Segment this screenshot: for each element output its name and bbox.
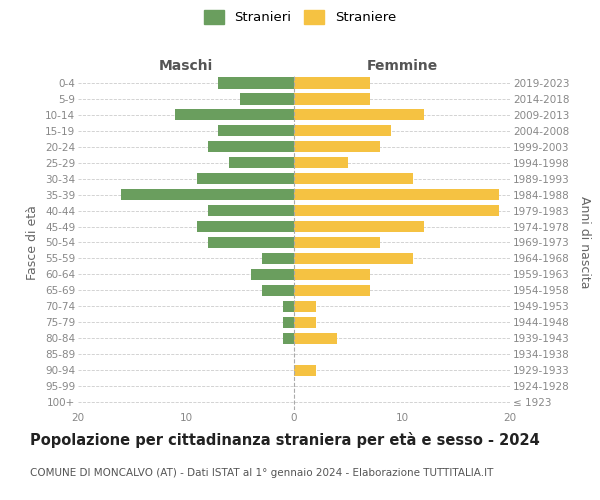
Bar [294,316,316,328]
Bar [294,173,413,184]
Bar [294,300,316,312]
Bar [294,141,380,152]
Bar [197,173,294,184]
Text: COMUNE DI MONCALVO (AT) - Dati ISTAT al 1° gennaio 2024 - Elaborazione TUTTITALI: COMUNE DI MONCALVO (AT) - Dati ISTAT al … [30,468,493,477]
Bar [218,125,294,136]
Bar [294,110,424,120]
Bar [294,364,316,376]
Bar [294,189,499,200]
Bar [294,285,370,296]
Bar [283,316,294,328]
Y-axis label: Fasce di età: Fasce di età [26,205,40,280]
Bar [262,253,294,264]
Text: Maschi: Maschi [159,60,213,74]
Bar [294,332,337,344]
Bar [294,94,370,104]
Bar [208,141,294,152]
Bar [208,237,294,248]
Text: Popolazione per cittadinanza straniera per età e sesso - 2024: Popolazione per cittadinanza straniera p… [30,432,540,448]
Bar [294,253,413,264]
Bar [294,125,391,136]
Bar [294,205,499,216]
Bar [283,300,294,312]
Bar [294,78,370,88]
Legend: Stranieri, Straniere: Stranieri, Straniere [199,5,401,30]
Bar [294,269,370,280]
Y-axis label: Anni di nascita: Anni di nascita [578,196,591,289]
Bar [218,78,294,88]
Bar [240,94,294,104]
Bar [262,285,294,296]
Bar [294,157,348,168]
Bar [283,332,294,344]
Text: Femmine: Femmine [367,60,437,74]
Bar [294,237,380,248]
Bar [197,221,294,232]
Bar [294,221,424,232]
Bar [251,269,294,280]
Bar [175,110,294,120]
Bar [121,189,294,200]
Bar [208,205,294,216]
Bar [229,157,294,168]
